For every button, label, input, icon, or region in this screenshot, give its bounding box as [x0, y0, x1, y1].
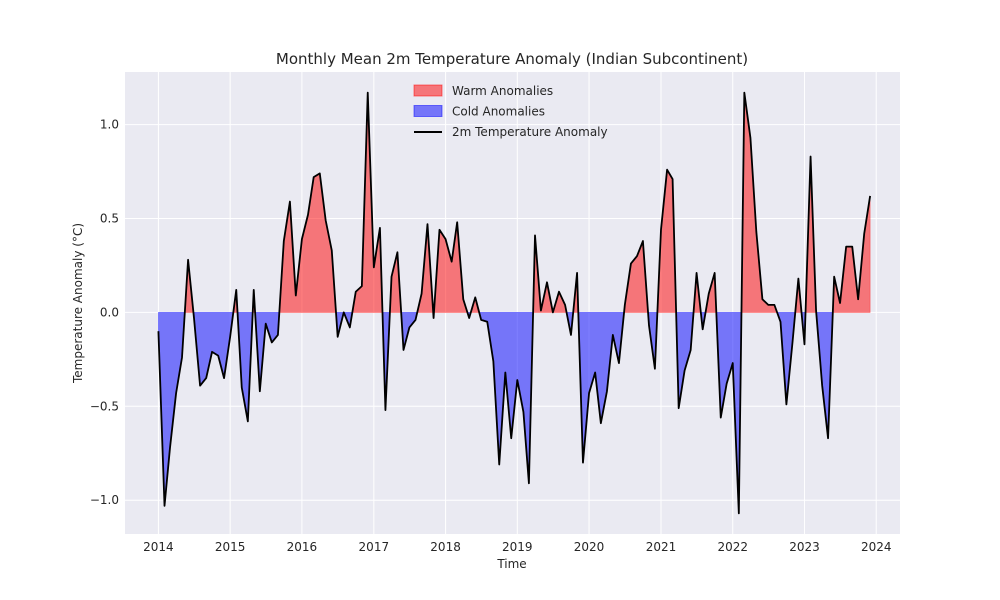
- x-tick-label: 2015: [215, 540, 246, 554]
- legend-label: Warm Anomalies: [452, 84, 553, 98]
- x-tick-label: 2019: [502, 540, 533, 554]
- x-tick-label: 2020: [574, 540, 605, 554]
- y-tick-label: 0.0: [100, 305, 119, 319]
- y-tick-label: −1.0: [90, 493, 119, 507]
- y-tick-label: 1.0: [100, 118, 119, 132]
- plot-area: [125, 72, 900, 534]
- x-tick-label: 2024: [861, 540, 892, 554]
- x-tick-label: 2014: [143, 540, 174, 554]
- x-axis-label: Time: [496, 557, 526, 571]
- x-tick-label: 2022: [717, 540, 748, 554]
- legend-label: Cold Anomalies: [452, 105, 545, 119]
- x-axis-ticks: 2014 2015 2016 2017 2018 2019 2020 2021 2022 2023…: [143, 540, 891, 554]
- chart-title: Monthly Mean 2m Temperature Anomaly (Ind…: [276, 50, 748, 68]
- legend-warm-swatch: [413, 84, 443, 97]
- series-line-2m-temperature-anomaly: [157, 91, 872, 515]
- legend-label: 2m Temperature Anomaly: [452, 125, 608, 139]
- x-tick-label: 2016: [287, 540, 318, 554]
- y-tick-label: −0.5: [90, 399, 119, 413]
- y-axis-label: Temperature Anomaly (°C): [71, 223, 85, 384]
- x-tick-label: 2023: [789, 540, 820, 554]
- x-tick-label: 2017: [359, 540, 390, 554]
- legend-cold-swatch: [413, 105, 443, 117]
- legend: Warm Anomalies Cold Anomalies 2m Temperatu…: [413, 84, 608, 139]
- y-axis-ticks: 1.0 0.5 0.0 −0.5 −1.0: [90, 118, 119, 508]
- y-tick-label: 0.5: [100, 211, 119, 225]
- x-tick-label: 2018: [430, 540, 461, 554]
- x-tick-label: 2021: [646, 540, 677, 554]
